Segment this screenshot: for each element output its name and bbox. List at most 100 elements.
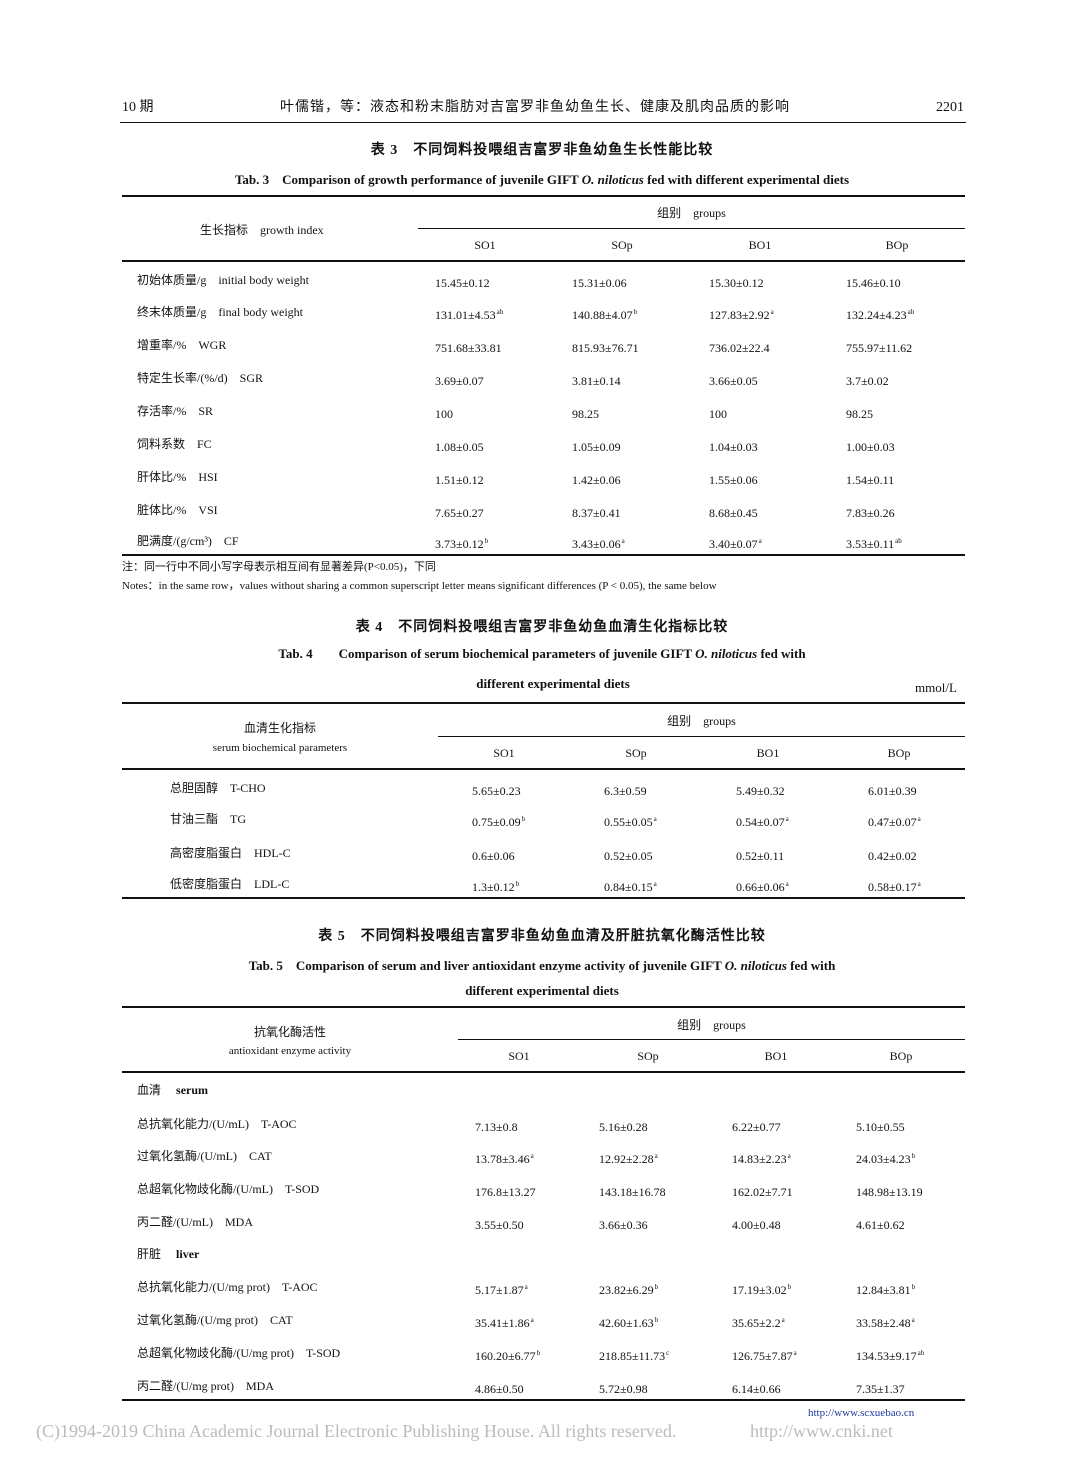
- table-cell: 100: [435, 403, 454, 422]
- table-cell: 6.01±0.39: [868, 780, 918, 799]
- cell-value: 15.31±0.06: [572, 276, 627, 290]
- cell-value: 176.8±13.27: [475, 1185, 536, 1199]
- cell-value: 140.88±4.07: [572, 308, 633, 322]
- row-label: 特定生长率/(%/d) SGR: [137, 371, 264, 385]
- cell-value: 143.18±16.78: [599, 1185, 666, 1199]
- table-cell: 143.18±16.78: [599, 1181, 667, 1200]
- cell-value: 0.42±0.02: [868, 849, 917, 863]
- table-rule: [122, 897, 965, 899]
- cell-value: 3.53±0.11: [846, 537, 895, 551]
- cell-value: 5.10±0.55: [856, 1120, 905, 1134]
- table-cell: 4.86±0.50: [475, 1378, 525, 1397]
- cell-value: 8.37±0.41: [572, 506, 621, 520]
- section-label-en: serum: [176, 1083, 209, 1097]
- table-rule: [122, 768, 965, 770]
- cell-value: 0.58±0.17: [868, 880, 917, 894]
- table-cell: 4.61±0.62: [856, 1214, 906, 1233]
- table-cell: 148.98±13.19: [856, 1181, 924, 1200]
- table-cell: 3.66±0.36: [599, 1214, 649, 1233]
- cell-value: 1.54±0.11: [846, 473, 895, 487]
- table-cell: 176.8±13.27: [475, 1181, 537, 1200]
- table-cell: 0.52±0.11: [736, 845, 785, 864]
- significance-superscript: a: [653, 880, 657, 888]
- cell-value: 3.81±0.14: [572, 374, 621, 388]
- table-rule: [122, 1006, 965, 1008]
- significance-superscript: b: [654, 1283, 659, 1291]
- table-cell: 15.31±0.06: [572, 272, 628, 291]
- table-cell: 4.00±0.48: [732, 1214, 782, 1233]
- cell-value: 17.19±3.02: [732, 1283, 787, 1297]
- section-label-cn: 肝脏: [137, 1247, 162, 1261]
- column-header-BOp: BOp: [889, 1049, 913, 1063]
- cell-value: 15.46±0.10: [846, 276, 901, 290]
- cell-value: 0.47±0.07: [868, 815, 917, 829]
- cell-value: 815.93±76.71: [572, 341, 639, 355]
- cell-value: 7.65±0.27: [435, 506, 484, 520]
- table-cell: 0.54±0.07a: [736, 811, 789, 830]
- row-label: 丙二醛/(U/mg prot) MDA: [137, 1379, 274, 1393]
- significance-superscript: ab: [907, 308, 915, 316]
- cell-value: 751.68±33.81: [435, 341, 502, 355]
- table-cell: 5.65±0.23: [472, 780, 522, 799]
- table-cell: 1.51±0.12: [435, 469, 485, 488]
- table-cell: 815.93±76.71: [572, 337, 640, 356]
- cell-value: 1.51±0.12: [435, 473, 484, 487]
- significance-superscript: a: [758, 537, 762, 545]
- table-cell: 0.75±0.09b: [472, 811, 525, 830]
- significance-superscript: a: [911, 1316, 915, 1324]
- cell-value: 8.68±0.45: [709, 506, 758, 520]
- cell-value: 160.20±6.77: [475, 1349, 536, 1363]
- table-cell: 5.49±0.32: [736, 780, 786, 799]
- cell-value: 5.17±1.87: [475, 1283, 524, 1297]
- table-cell: 131.01±4.53ab: [435, 304, 503, 323]
- table-title-cn: 表 5 不同饲料投喂组吉富罗非鱼幼鱼血清及肝脏抗氧化酶活性比较: [318, 929, 766, 944]
- column-header-BO1: BO1: [748, 238, 772, 252]
- cell-value: 1.00±0.03: [846, 440, 895, 454]
- row-label: 初始体质量/g initial body weight: [137, 273, 309, 287]
- cell-value: 0.6±0.06: [472, 849, 515, 863]
- table-cell: 132.24±4.23ab: [846, 304, 914, 323]
- cnki-url: http://www.cnki.net: [750, 1421, 893, 1441]
- significance-superscript: a: [781, 1316, 785, 1324]
- significance-superscript: b: [787, 1283, 792, 1291]
- title-en-text: fed with different experimental diets: [643, 172, 850, 187]
- cell-value: 13.78±3.46: [475, 1152, 530, 1166]
- column-header-BOp: BOp: [887, 746, 911, 760]
- table-rule: [122, 1399, 965, 1401]
- journal-site-link[interactable]: http://www.scxuebao.cn: [808, 1407, 915, 1419]
- row-label: 增重率/% WGR: [137, 338, 227, 352]
- significance-superscript: b: [911, 1152, 916, 1160]
- column-header-SO1: SO1: [474, 238, 496, 252]
- cell-value: 5.72±0.98: [599, 1382, 648, 1396]
- table-cell: 42.60±1.63b: [599, 1312, 658, 1331]
- significance-superscript: a: [524, 1283, 528, 1291]
- table-cell: 7.83±0.26: [846, 502, 896, 521]
- table-rule: [418, 228, 965, 229]
- unit-label: mmol/L: [915, 680, 957, 695]
- table-cell: 24.03±4.23b: [856, 1148, 915, 1167]
- cell-value: 33.58±2.48: [856, 1316, 911, 1330]
- cell-value: 162.02±7.71: [732, 1185, 793, 1199]
- significance-superscript: a: [785, 815, 789, 823]
- cell-value: 35.41±1.86: [475, 1316, 530, 1330]
- table-cell: 1.08±0.05: [435, 436, 485, 455]
- row-label: 总抗氧化能力/(U/mg prot) T-AOC: [137, 1280, 318, 1294]
- table-cell: 6.22±0.77: [732, 1116, 782, 1135]
- cell-value: 6.01±0.39: [868, 784, 917, 798]
- header-rule: [120, 122, 966, 123]
- table-cell: 1.04±0.03: [709, 436, 759, 455]
- table-cell: 3.43±0.06a: [572, 533, 625, 552]
- section-label-en: liver: [176, 1247, 200, 1261]
- cell-value: 7.35±1.37: [856, 1382, 905, 1396]
- table-cell: 1.00±0.03: [846, 436, 896, 455]
- row-header-en: antioxidant enzyme activity: [228, 1045, 352, 1057]
- table-cell: 7.13±0.8: [475, 1116, 519, 1135]
- cell-value: 35.65±2.2: [732, 1316, 781, 1330]
- cell-value: 0.52±0.11: [736, 849, 785, 863]
- table-cell: 35.41±1.86a: [475, 1312, 534, 1331]
- row-label: 低密度脂蛋白 LDL-C: [170, 877, 290, 891]
- table-cell: 5.16±0.28: [599, 1116, 649, 1135]
- column-header-BO1: BO1: [756, 746, 780, 760]
- table-title-cn: 表 4 不同饲料投喂组吉富罗非鱼幼鱼血清生化指标比较: [355, 620, 729, 635]
